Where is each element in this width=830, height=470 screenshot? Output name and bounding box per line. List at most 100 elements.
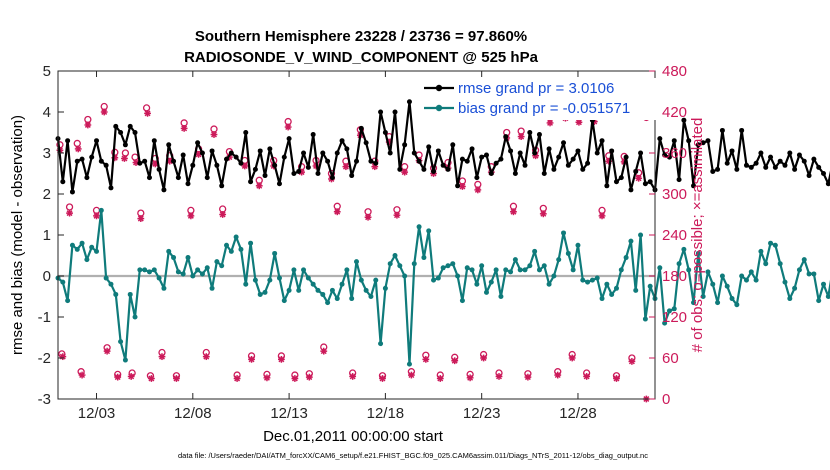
bias-point [763,261,769,267]
obs-assimilated-point [407,371,415,379]
rmse-point [108,185,114,191]
rmse-point [329,175,335,181]
bias-point [729,296,735,302]
rmse-point [710,168,716,174]
rmse-point [286,136,292,142]
rmse-point [561,140,567,146]
obs-assimilated-point [320,347,328,355]
obs-assimilated-stroke [285,124,292,131]
bias-point [512,257,518,263]
x-tick-label: 12/18 [367,405,405,422]
obs-assimilated-stroke [219,211,226,218]
rmse-point [580,166,586,172]
obs-assimilated-point [598,212,606,220]
bias-point [354,259,359,265]
rmse-point [450,142,456,148]
y-tick-label-right: 180 [662,268,687,285]
rmse-point [382,130,388,135]
bias-point [483,289,489,295]
bias-point [185,255,191,261]
obs-assimilated-point [137,215,145,222]
rmse-point [199,150,205,156]
bias-point [113,291,119,297]
obs-assimilated-stroke [133,159,139,166]
rmse-point [666,154,672,160]
bias-point [69,242,75,248]
bias-point [796,267,802,273]
bias-point [662,320,668,326]
bias-point [156,275,162,281]
rmse-point [739,127,745,133]
bias-point [108,281,114,287]
bias-point [459,298,465,304]
rmse-point [310,132,316,138]
obs-assimilated-stroke [613,375,620,382]
bias-point [748,269,754,275]
rmse-point [459,156,465,162]
bias-point [161,285,167,291]
bias-point [758,248,764,254]
obs-assimilated-point [103,347,111,355]
bias-point [171,255,177,261]
rmse-point [214,162,220,168]
rmse-point [185,181,191,187]
bias-point [190,273,196,279]
obs-possible-point [121,149,130,157]
bias-point [541,263,547,269]
y-tick-label-right: 0 [662,391,670,408]
rmse-point [339,138,345,144]
rmse-point [806,173,812,179]
rmse-point [758,150,764,156]
obs-assimilated-point [173,375,180,382]
rmse-point [469,146,475,152]
rmse-point [257,148,263,154]
y-tick-label-right: 120 [662,309,687,326]
rmse-point [238,160,244,166]
y-tick-label-left: 1 [43,227,51,244]
obs-assimilated-point [202,353,210,361]
rmse-point [493,160,499,166]
bias-point [142,267,148,273]
rmse-point [532,150,538,156]
rmse-point [406,99,412,105]
rmse-point [98,158,104,164]
bias-point [821,281,827,287]
rmse-point [402,142,408,148]
rmse-point [816,164,822,170]
bias-point [647,283,653,289]
obs-assimilated-point [393,211,401,219]
bias-point [787,296,793,302]
obs-assimilated-point [342,163,350,171]
rmse-point [455,183,461,189]
rmse-point [127,123,133,129]
bias-point [204,265,210,271]
obs-assimilated-stroke [349,373,356,380]
obs-assimilated-point [613,375,620,382]
obs-assimilated-point [305,373,313,381]
obs-assimilated-stroke [524,374,531,381]
rmse-point [60,179,66,185]
obs-assimilated-stroke [263,374,270,381]
obs-assimilated-stroke [187,212,194,219]
rmse-point [180,152,186,158]
obs-possible-point [73,139,81,148]
chart-subtitle: RADIOSONDE_V_WIND_COMPONENT @ 525 hPa [184,49,539,66]
bias-point [406,361,412,367]
x-tick-label: 12/23 [463,405,501,422]
bias-point [397,263,403,269]
bias-point [214,259,220,265]
bias-point [387,261,393,267]
x-tick-label: 12/03 [78,405,116,422]
obs-assimilated-stroke [342,163,349,170]
bias-point [474,281,480,287]
rmse-point [691,183,697,189]
bias-point [705,269,711,275]
rmse-point [228,150,234,156]
bias-point [175,269,181,275]
bias-point [94,248,100,254]
rmse-point [349,173,355,179]
y-tick-label-right: 300 [662,186,687,203]
bias-point [792,285,798,291]
y-tick-label-right: 240 [662,227,687,244]
rmse-point [411,150,417,156]
